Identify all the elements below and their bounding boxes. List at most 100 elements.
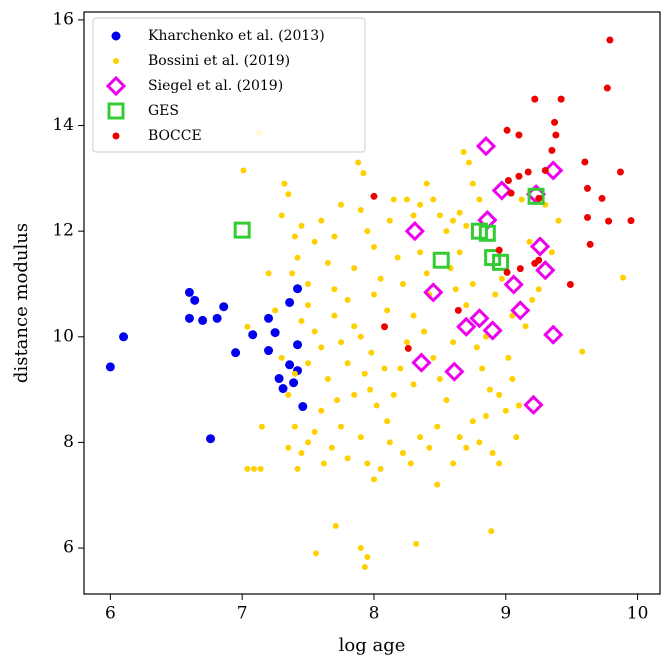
- circle-marker: [397, 365, 404, 372]
- circle-marker: [289, 270, 296, 277]
- circle-marker: [338, 201, 345, 208]
- circle-marker: [504, 176, 512, 184]
- circle-marker: [377, 465, 384, 472]
- y-tick-label: 12: [52, 221, 74, 241]
- circle-marker: [460, 148, 467, 155]
- circle-marker: [328, 444, 335, 451]
- circle-marker: [496, 460, 503, 467]
- y-tick-label: 8: [63, 432, 74, 452]
- circle-marker: [509, 312, 516, 319]
- circle-marker: [278, 212, 285, 219]
- circle-marker: [311, 238, 318, 245]
- circle-marker: [264, 313, 274, 323]
- circle-marker: [367, 386, 374, 393]
- legend-marker: [112, 132, 120, 140]
- circle-marker: [452, 286, 459, 293]
- diamond-marker: [444, 361, 465, 382]
- circle-marker: [463, 302, 470, 309]
- circle-marker: [257, 465, 264, 472]
- circle-marker: [244, 323, 251, 330]
- y-tick-label: 14: [52, 115, 74, 135]
- circle-marker: [334, 397, 341, 404]
- circle-marker: [370, 192, 378, 200]
- diamond-marker: [523, 394, 544, 416]
- y-axis-label: distance modulus: [11, 223, 32, 383]
- circle-marker: [436, 376, 443, 383]
- circle-marker: [522, 323, 529, 330]
- circle-marker: [285, 360, 295, 370]
- circle-marker: [584, 213, 592, 221]
- circle-marker: [443, 397, 450, 404]
- circle-marker: [274, 374, 284, 384]
- circle-marker: [606, 36, 614, 44]
- circle-marker: [338, 339, 345, 346]
- circle-marker: [298, 317, 305, 324]
- diamond-marker: [491, 180, 512, 201]
- circle-marker: [312, 550, 319, 557]
- circle-marker: [289, 378, 299, 388]
- circle-marker: [394, 254, 401, 261]
- circle-marker: [240, 167, 247, 174]
- circle-marker: [469, 418, 476, 425]
- circle-marker: [357, 207, 364, 214]
- circle-marker: [318, 217, 325, 224]
- circle-marker: [258, 423, 265, 430]
- circle-marker: [399, 280, 406, 287]
- circle-marker: [579, 348, 586, 355]
- circle-marker: [285, 391, 292, 398]
- circle-marker: [368, 349, 375, 356]
- circle-marker: [105, 362, 115, 372]
- circle-marker: [407, 460, 414, 467]
- circle-marker: [318, 344, 325, 351]
- circle-marker: [498, 275, 505, 282]
- circle-marker: [479, 365, 486, 372]
- square-marker: [527, 187, 545, 205]
- circle-marker: [344, 360, 351, 367]
- circle-marker: [298, 222, 305, 229]
- diamond-marker: [411, 352, 432, 373]
- circle-marker: [531, 259, 539, 267]
- circle-marker: [456, 209, 463, 216]
- circle-marker: [535, 194, 543, 202]
- circle-marker: [454, 306, 462, 314]
- circle-marker: [364, 228, 371, 235]
- circle-marker: [410, 381, 417, 388]
- legend-box: [92, 17, 366, 153]
- circle-marker: [355, 159, 362, 166]
- circle-marker: [502, 407, 509, 414]
- circle-marker: [318, 407, 325, 414]
- square-marker: [478, 224, 496, 242]
- circle-marker: [515, 402, 522, 409]
- diamond-marker: [456, 316, 477, 337]
- circle-marker: [417, 249, 424, 256]
- circle-marker: [251, 465, 258, 472]
- y-tick-label: 6: [63, 538, 74, 558]
- circle-marker: [344, 455, 351, 462]
- circle-marker: [541, 166, 549, 174]
- circle-marker: [344, 296, 351, 303]
- circle-marker: [465, 159, 472, 166]
- legend-label: GES: [148, 103, 179, 119]
- circle-marker: [515, 131, 523, 139]
- x-tick-label: 8: [369, 604, 380, 624]
- circle-marker: [244, 465, 251, 472]
- circle-marker: [476, 439, 483, 446]
- circle-marker: [324, 376, 331, 383]
- circle-marker: [450, 460, 457, 467]
- circle-marker: [386, 217, 393, 224]
- circle-marker: [264, 346, 274, 356]
- circle-marker: [278, 354, 285, 361]
- circle-marker: [206, 434, 216, 444]
- diamond-marker: [543, 324, 564, 345]
- x-axis-label: log age: [339, 635, 406, 656]
- circle-marker: [413, 540, 420, 547]
- circle-marker: [430, 354, 437, 361]
- circle-marker: [410, 312, 417, 319]
- circle-marker: [377, 275, 384, 282]
- circle-marker: [285, 297, 295, 307]
- circle-marker: [364, 460, 371, 467]
- circle-marker: [476, 196, 483, 203]
- circle-marker: [370, 291, 377, 298]
- circle-marker: [473, 344, 480, 351]
- circle-marker: [417, 434, 424, 441]
